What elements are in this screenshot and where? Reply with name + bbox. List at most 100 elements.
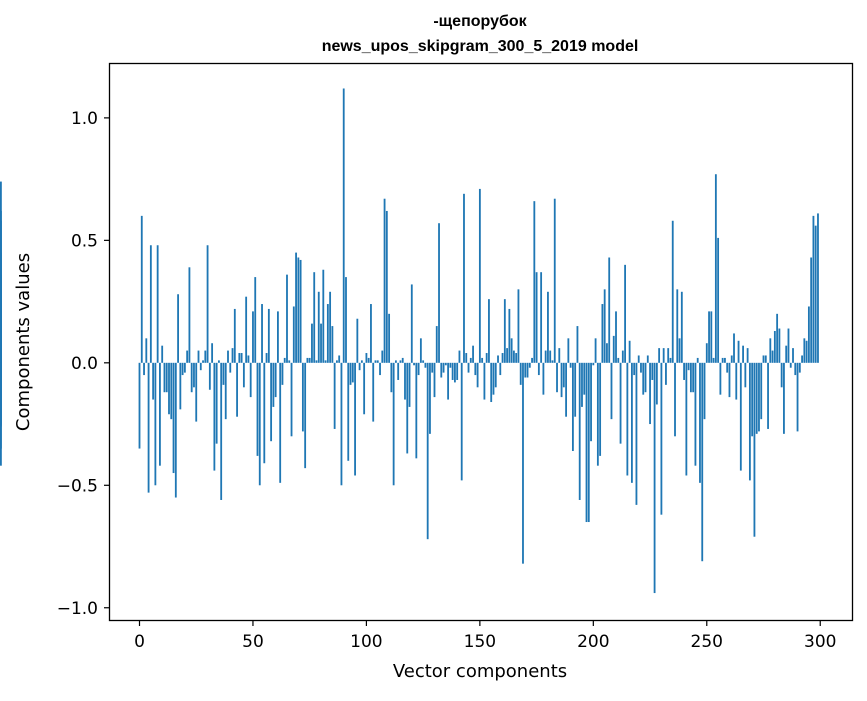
bar-component-275 <box>762 355 765 363</box>
bar-component-97 <box>358 362 361 371</box>
bar-component-12 <box>165 362 168 393</box>
bar-component-279 <box>771 350 774 363</box>
bar-component-91 <box>345 277 347 363</box>
y-tick-label: 1.0 <box>71 109 98 129</box>
bar-component-265 <box>739 362 742 471</box>
bar-component-15 <box>172 362 175 474</box>
bar-component-248 <box>701 362 704 562</box>
bar-component-45 <box>240 353 243 363</box>
bar-component-117 <box>404 362 406 400</box>
bar-component-88 <box>338 355 341 363</box>
bar-component-31 <box>208 362 211 390</box>
bar-component-20 <box>183 362 186 373</box>
bar-component-162 <box>506 348 509 363</box>
bar-component-273 <box>758 362 760 432</box>
bar-component-70 <box>297 257 300 363</box>
bar-component-149 <box>476 362 479 388</box>
bar-component-83 <box>326 304 329 363</box>
bar-component-43 <box>236 362 238 417</box>
bar-component-93 <box>349 362 352 385</box>
bar-component-202 <box>596 362 599 466</box>
bar-component-259 <box>726 362 729 373</box>
bar-component-113 <box>395 360 397 363</box>
bar-component-254 <box>714 174 717 363</box>
bar-component-58 <box>270 362 273 442</box>
bar-component-262 <box>733 333 735 363</box>
bar-component-229 <box>658 348 661 363</box>
bar-component-99 <box>363 362 366 415</box>
bar-component-9 <box>159 362 161 466</box>
bar-component-65 <box>286 274 288 363</box>
bar-component-140 <box>456 362 459 380</box>
bar-component-253 <box>712 357 715 363</box>
bar-component-86 <box>333 362 336 429</box>
bar-component-38 <box>224 362 227 420</box>
bar-component-73 <box>304 362 307 469</box>
bar-component-201 <box>594 338 597 363</box>
bar-component-268 <box>746 348 749 363</box>
bar-component-286 <box>787 328 790 363</box>
bar-component-110 <box>388 313 391 363</box>
bar-component-24 <box>193 362 195 388</box>
x-tick-label: 50 <box>242 632 264 652</box>
bar-component-285 <box>785 345 788 363</box>
bar-component-298 <box>814 225 817 363</box>
bar-component-296 <box>810 257 813 363</box>
bar-component-115 <box>399 360 402 363</box>
bar-component-247 <box>699 362 701 483</box>
y-tick-label: 0.5 <box>71 231 98 251</box>
bar-component-221 <box>640 362 642 373</box>
bar-component-195 <box>581 362 583 407</box>
bar-component-136 <box>447 362 450 400</box>
bar-component-203 <box>599 362 602 456</box>
bar-component-60 <box>274 362 277 398</box>
bar-component-167 <box>517 289 520 363</box>
bar-component-52 <box>256 362 259 456</box>
bar-component-227 <box>653 362 656 594</box>
bar-component-145 <box>467 362 470 373</box>
bar-component-207 <box>608 257 611 363</box>
bar-component-5 <box>149 245 152 363</box>
bar-component-218 <box>633 362 636 376</box>
bar-component-32 <box>211 343 214 363</box>
bar-component-288 <box>792 348 794 363</box>
bar-component-138 <box>451 362 454 380</box>
bar-component-181 <box>549 350 552 363</box>
bar-component-101 <box>367 357 370 363</box>
bar-component-42 <box>233 308 236 363</box>
bar-component-78 <box>315 360 318 363</box>
y-axis: −1.0 −0.5 0.0 0.5 1.0 <box>57 109 110 619</box>
bar-component-25 <box>195 362 198 422</box>
bar-component-141 <box>458 350 461 363</box>
bar-component-212 <box>619 362 622 444</box>
bar-component-39 <box>227 350 229 363</box>
bar-component-59 <box>272 362 275 407</box>
bar-component-156 <box>492 362 495 395</box>
bar-component-3 <box>145 338 148 363</box>
bar-component-30 <box>206 245 209 363</box>
bar-component-245 <box>694 362 697 466</box>
bar-component-7 <box>154 362 157 486</box>
bar-component-53 <box>258 362 261 486</box>
bar-component-199 <box>590 362 592 442</box>
bar-component-226 <box>651 362 654 380</box>
bar-component-44 <box>238 353 241 363</box>
bar-component-175 <box>535 272 538 363</box>
bar-component-105 <box>376 360 379 363</box>
bar-component-269 <box>748 362 751 481</box>
bar-component-231 <box>662 348 665 363</box>
bar-component-85 <box>331 326 334 363</box>
bar-component-173 <box>531 357 533 363</box>
bar-component-77 <box>313 272 316 363</box>
bar-component-152 <box>483 362 486 400</box>
bar-component-112 <box>392 362 395 486</box>
bar-component-61 <box>277 311 279 363</box>
bar-component-26 <box>197 350 200 363</box>
bar-component-23 <box>190 362 193 393</box>
bar-component-164 <box>510 338 513 363</box>
bar-component-135 <box>444 362 447 366</box>
bar-component-189 <box>567 338 570 363</box>
bar-component-8 <box>156 245 159 363</box>
bar-component-204 <box>601 304 604 363</box>
bar-component-146 <box>469 357 472 363</box>
